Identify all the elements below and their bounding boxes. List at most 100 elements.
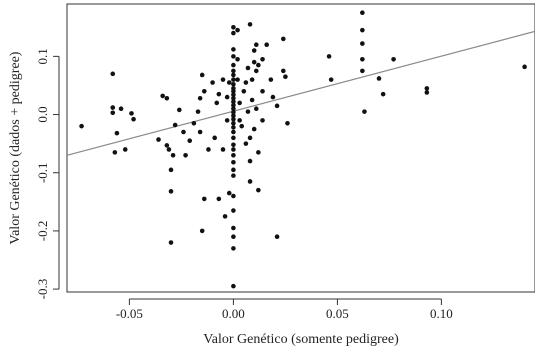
data-point <box>231 167 236 173</box>
data-point <box>231 81 236 87</box>
regression-line <box>66 30 535 156</box>
data-point <box>231 54 236 59</box>
data-point <box>360 10 365 16</box>
data-point <box>256 150 261 155</box>
data-point <box>360 68 365 74</box>
data-point <box>226 80 232 85</box>
data-point <box>201 88 207 94</box>
data-point <box>114 130 120 136</box>
data-point <box>245 109 251 114</box>
data-point <box>231 129 236 135</box>
data-point <box>245 65 251 71</box>
data-point <box>231 77 236 82</box>
data-point <box>231 72 236 78</box>
data-point <box>170 152 176 158</box>
data-point <box>216 91 222 97</box>
data-point <box>79 123 84 129</box>
data-point <box>231 106 236 112</box>
data-point <box>181 129 186 135</box>
data-point <box>110 105 116 110</box>
data-point <box>274 234 280 240</box>
data-point <box>251 59 257 65</box>
data-point <box>237 100 242 106</box>
data-point <box>360 56 365 62</box>
data-point <box>281 68 286 74</box>
data-point <box>260 56 265 62</box>
y-tick-label: 0.0 <box>35 106 50 122</box>
data-point <box>224 94 230 100</box>
data-point <box>220 77 226 82</box>
x-tick-label: 0.10 <box>430 306 453 321</box>
data-point <box>183 152 188 158</box>
data-point <box>210 80 215 85</box>
data-point <box>112 150 118 155</box>
data-point <box>260 118 265 123</box>
data-point <box>231 47 236 52</box>
data-point <box>256 62 261 68</box>
x-tick-label: 0.00 <box>222 306 245 321</box>
data-point <box>156 137 161 142</box>
data-point <box>129 111 134 116</box>
data-point <box>206 147 211 152</box>
data-point <box>231 159 236 165</box>
plot-border <box>66 3 535 293</box>
data-point <box>326 54 332 59</box>
data-point <box>214 100 220 106</box>
data-point <box>231 152 236 158</box>
data-point <box>243 80 249 85</box>
data-point <box>243 141 249 146</box>
data-point <box>160 93 165 99</box>
data-points <box>79 10 527 289</box>
data-point <box>328 77 334 82</box>
data-point <box>362 109 367 114</box>
data-point <box>237 118 242 123</box>
data-point <box>285 120 290 126</box>
y-axis-title: Valor Genético (dados + pedigree) <box>8 51 23 244</box>
y-axis: -0.3 -0.2 -0.1 0.0 0.1 <box>35 48 60 300</box>
data-point <box>360 41 365 46</box>
data-point <box>239 123 245 129</box>
data-point <box>231 142 236 148</box>
data-point <box>424 86 430 91</box>
y-tick-label: -0.3 <box>35 279 50 300</box>
data-point <box>168 189 174 194</box>
data-point <box>197 95 203 101</box>
data-point <box>247 179 253 184</box>
data-point <box>424 90 430 95</box>
data-point <box>195 109 201 114</box>
data-point <box>231 125 236 130</box>
data-point <box>281 36 286 42</box>
data-point <box>231 68 236 74</box>
data-point <box>231 193 236 199</box>
data-point <box>197 129 203 135</box>
data-point <box>122 147 128 152</box>
data-point <box>360 27 365 33</box>
data-point <box>235 56 240 62</box>
data-point <box>166 147 172 152</box>
x-tick-label: 0.05 <box>326 306 349 321</box>
data-point <box>168 240 174 245</box>
data-point <box>283 74 288 80</box>
data-point <box>231 116 236 122</box>
y-tick-label: -0.2 <box>35 221 50 242</box>
data-point <box>253 68 259 74</box>
data-point <box>231 95 236 101</box>
data-point <box>110 110 116 116</box>
data-point <box>235 27 240 33</box>
data-point <box>231 102 236 108</box>
data-point <box>216 196 222 202</box>
data-point <box>231 283 236 289</box>
data-point <box>231 225 236 231</box>
data-point <box>110 71 116 77</box>
data-point <box>231 99 236 105</box>
data-point <box>231 88 236 94</box>
data-point <box>235 77 240 82</box>
data-point <box>231 62 236 68</box>
data-point <box>231 135 236 141</box>
data-point <box>191 120 197 126</box>
data-point <box>274 103 280 109</box>
data-point <box>380 91 386 97</box>
data-point <box>212 135 217 141</box>
data-point <box>251 126 257 132</box>
